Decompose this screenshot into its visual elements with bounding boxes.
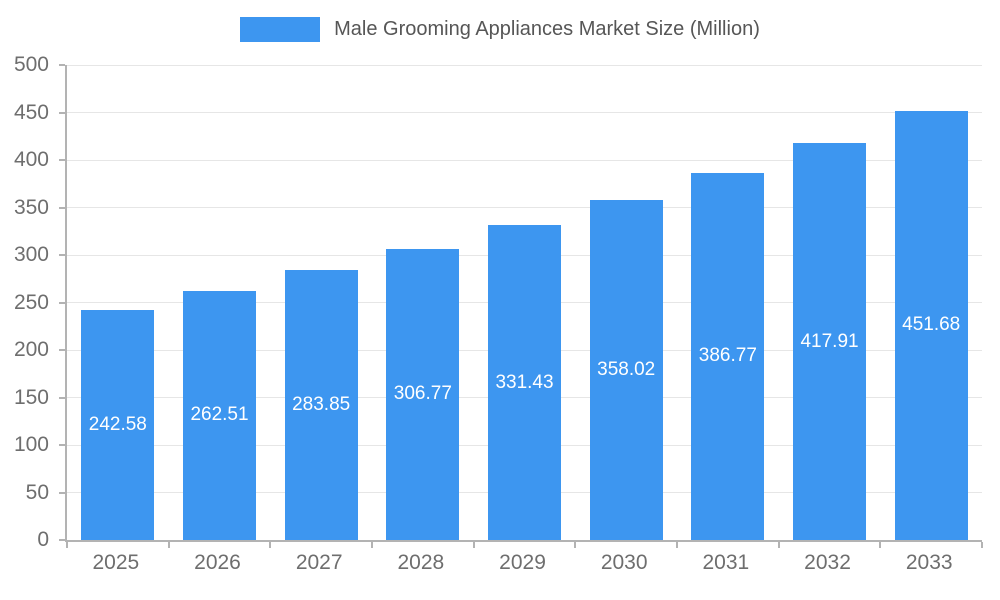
gridline-500 <box>67 64 982 66</box>
bar-slot-2026: 262.51 <box>169 65 271 540</box>
bar-value-label-2030: 358.02 <box>597 358 656 380</box>
bar-value-label-2033: 451.68 <box>902 314 961 336</box>
x-tick-label-2030: 2030 <box>600 551 648 574</box>
y-tick-label-450: 450 <box>13 100 49 124</box>
x-tick-label-2031: 2031 <box>702 551 750 574</box>
x-tick-label-2032: 2032 <box>804 551 851 574</box>
bar-slot-2029: 331.43 <box>474 65 576 540</box>
y-tick-mark <box>59 444 65 446</box>
bar-slot-2030: 358.02 <box>575 65 677 540</box>
bar-value-label-2028: 306.77 <box>393 383 452 405</box>
y-tick-label-200: 200 <box>13 338 49 361</box>
bar-value-label-2027: 283.85 <box>292 394 351 416</box>
bar-value-label-2032: 417.91 <box>800 330 859 352</box>
x-tick-mark <box>371 542 373 548</box>
gridline-400 <box>67 159 982 161</box>
y-tick-label-0: 0 <box>37 528 49 551</box>
y-tick-mark <box>59 64 65 66</box>
bar-value-label-2031: 386.77 <box>698 345 757 367</box>
x-tick-label-2033: 2033 <box>905 551 953 574</box>
y-tick-label-250: 250 <box>13 290 49 314</box>
bar-slot-2027: 283.85 <box>270 65 372 540</box>
y-tick-mark <box>59 159 65 161</box>
y-tick-label-100: 100 <box>13 433 49 456</box>
y-tick-mark <box>59 254 65 256</box>
x-tick-label-2029: 2029 <box>499 551 546 574</box>
x-tick-mark <box>167 542 170 548</box>
x-tick-mark <box>879 542 882 548</box>
y-tick-label-350: 350 <box>13 195 49 219</box>
bar-2025: 242.58 <box>81 309 155 540</box>
y-tick-mark <box>59 349 65 351</box>
y-tick-label-50: 50 <box>25 480 49 504</box>
y-tick-label-150: 150 <box>13 385 49 409</box>
x-tick-label-2027: 2027 <box>295 551 343 574</box>
legend-swatch-icon <box>240 16 321 42</box>
chart-legend: Male Grooming Appliances Market Size (Mi… <box>0 12 1000 46</box>
x-tick-mark <box>472 542 475 548</box>
x-tick-marks <box>66 65 983 548</box>
bar-value-label-2029: 331.43 <box>495 371 554 393</box>
x-axis: 2025 2026 2027 2028 2029 2030 2031 2032 2033 <box>65 551 980 591</box>
plot-area: 242.58 262.51 283.85 306.77 331.43 358.02 386.… <box>65 64 983 548</box>
bar-2027: 283.85 <box>284 270 358 540</box>
x-tick-mark <box>574 542 577 548</box>
gridline-450 <box>67 112 982 113</box>
bar-slot-2028: 306.77 <box>372 65 474 540</box>
bar-2028: 306.77 <box>386 248 460 540</box>
bar-slot-2033: 451.68 <box>880 65 982 540</box>
x-tick-mark <box>66 542 68 548</box>
bar-2031: 386.77 <box>691 172 765 540</box>
bars-layer: 242.58 262.51 283.85 306.77 331.43 358.02 386.… <box>67 65 982 540</box>
y-tick-mark <box>59 206 65 209</box>
x-tick-mark <box>777 542 780 548</box>
gridline-350 <box>67 207 982 208</box>
x-tick-mark <box>981 542 983 548</box>
y-tick-mark <box>59 301 65 304</box>
y-tick-mark <box>59 539 65 541</box>
y-tick-label-300: 300 <box>13 243 49 266</box>
y-tick-mark <box>59 111 65 114</box>
y-tick-mark <box>59 491 65 494</box>
bar-2032: 417.91 <box>792 143 867 540</box>
bar-2026: 262.51 <box>182 290 257 540</box>
y-tick-label-500: 500 <box>13 53 49 76</box>
bar-slot-2032: 417.91 <box>779 65 881 540</box>
x-tick-mark <box>676 542 678 548</box>
bar-2029: 331.43 <box>487 225 562 540</box>
y-tick-mark <box>59 396 65 399</box>
bar-value-label-2026: 262.51 <box>190 404 249 426</box>
x-tick-label-2026: 2026 <box>194 551 241 574</box>
bar-value-label-2025: 242.58 <box>88 413 147 435</box>
bar-slot-2025: 242.58 <box>67 65 169 540</box>
x-tick-label-2025: 2025 <box>92 551 140 574</box>
bar-2030: 358.02 <box>589 199 663 540</box>
bar-slot-2031: 386.77 <box>677 65 779 540</box>
y-tick-label-400: 400 <box>13 148 49 171</box>
bar-2033: 451.68 <box>894 110 968 540</box>
y-axis: 0 50 100 150 200 250 300 350 400 450 500 <box>0 53 55 551</box>
x-tick-mark <box>269 542 272 548</box>
chart-title: Male Grooming Appliances Market Size (Mi… <box>334 17 760 40</box>
x-tick-label-2028: 2028 <box>397 551 445 574</box>
